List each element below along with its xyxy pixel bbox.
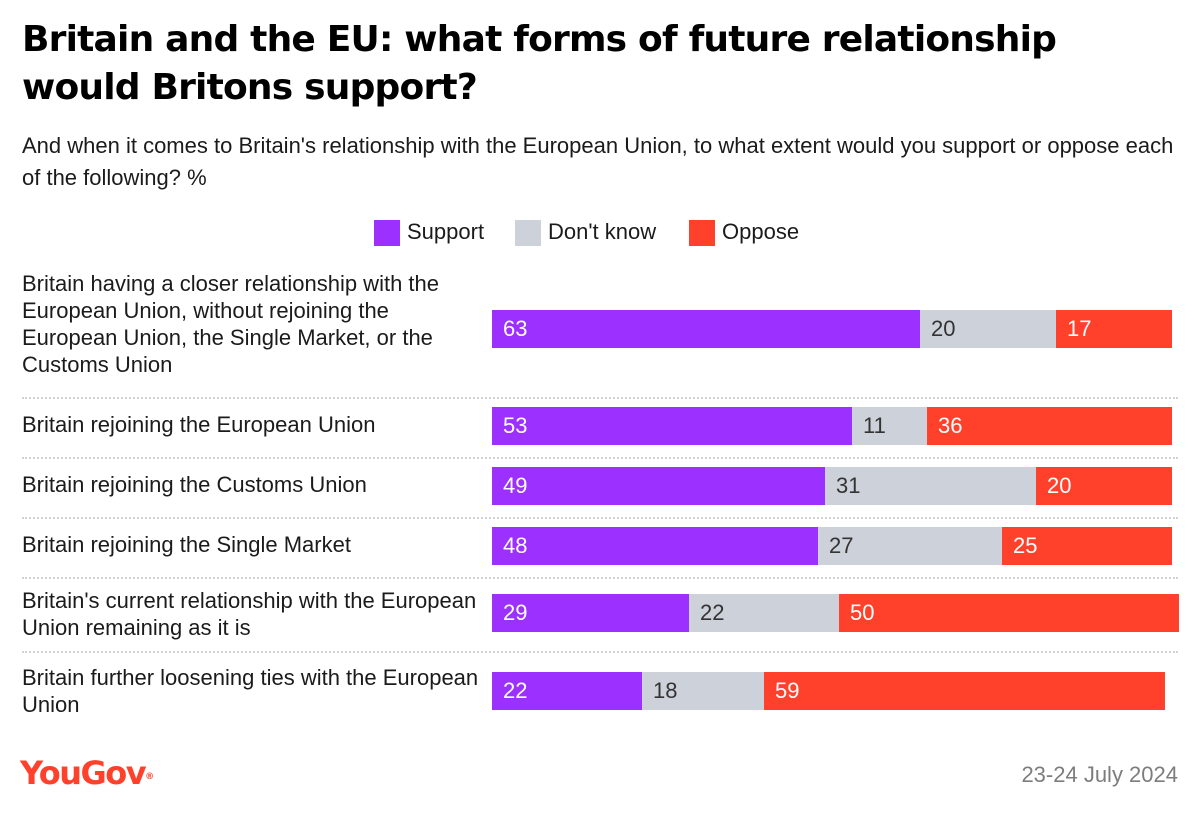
fieldwork-date: 23-24 July 2024 (1021, 762, 1178, 787)
data-label-dont-know: 27 (829, 533, 854, 558)
data-label-support: 53 (503, 413, 528, 438)
row-divider (22, 577, 1178, 579)
data-label-support: 63 (503, 316, 528, 341)
bar-segment-dont-know: 31 (825, 467, 1036, 505)
chart-title: Britain and the EU: what forms of future… (22, 19, 1057, 108)
legend-label-dont-know: Don't know (548, 219, 657, 244)
bar-segment-dont-know: 20 (920, 310, 1056, 348)
bar-segment-oppose: 17 (1056, 310, 1172, 348)
bar-segment-oppose: 36 (927, 407, 1172, 445)
data-label-oppose: 36 (938, 413, 963, 438)
row-divider (22, 651, 1178, 653)
bar-segment-oppose: 25 (1002, 527, 1172, 565)
data-label-oppose: 20 (1047, 473, 1072, 498)
data-label-dont-know: 31 (836, 473, 861, 498)
data-label-dont-know: 18 (653, 678, 678, 703)
bar-segment-oppose: 50 (839, 594, 1179, 632)
logo-text: YouGov (20, 754, 147, 792)
bar-segment-support: 53 (492, 407, 852, 445)
row-divider (22, 517, 1178, 519)
chart-subtitle: And when it comes to Britain's relations… (22, 133, 1174, 190)
data-label-support: 48 (503, 533, 528, 558)
category-label: Britain having a closer relationship wit… (22, 271, 440, 377)
bar-segment-dont-know: 11 (852, 407, 927, 445)
data-label-dont-know: 20 (931, 316, 956, 341)
bar-segment-support: 29 (492, 594, 689, 632)
category-label: Britain further loosening ties with the … (22, 665, 479, 717)
bar-segment-oppose: 20 (1036, 467, 1172, 505)
bar-segment-oppose: 59 (764, 672, 1165, 710)
data-label-oppose: 59 (775, 678, 800, 703)
row-divider (22, 397, 1178, 399)
logo-registered-mark: ® (145, 772, 155, 782)
category-label: Britain rejoining the Single Market (22, 532, 351, 557)
category-label: Britain rejoining the European Union (22, 412, 376, 437)
data-label-dont-know: 22 (700, 600, 725, 625)
data-label-dont-know: 11 (863, 413, 886, 438)
bar-segment-support: 49 (492, 467, 825, 505)
legend-swatch-oppose (689, 220, 715, 246)
category-label: Britain rejoining the Customs Union (22, 472, 367, 497)
data-label-support: 22 (503, 678, 528, 703)
legend-label-support: Support (407, 219, 485, 244)
data-label-oppose: 17 (1067, 316, 1092, 341)
data-label-support: 49 (503, 473, 528, 498)
legend-swatch-support (374, 220, 400, 246)
bar-segment-support: 48 (492, 527, 818, 565)
bar-segment-support: 22 (492, 672, 642, 710)
legend-swatch-dont-know (515, 220, 541, 246)
yougov-logo: YouGov® (20, 754, 154, 792)
bar-segment-dont-know: 27 (818, 527, 1002, 565)
data-label-support: 29 (503, 600, 528, 625)
legend-label-oppose: Oppose (722, 219, 800, 244)
bar-segment-dont-know: 22 (689, 594, 839, 632)
bar-segment-dont-know: 18 (642, 672, 764, 710)
category-label: Britain's current relationship with the … (22, 588, 477, 640)
data-label-oppose: 50 (850, 600, 875, 625)
data-label-oppose: 25 (1013, 533, 1038, 558)
row-divider (22, 457, 1178, 459)
chart-legend: Support Don't know Oppose (0, 216, 1200, 250)
bar-segment-support: 63 (492, 310, 920, 348)
